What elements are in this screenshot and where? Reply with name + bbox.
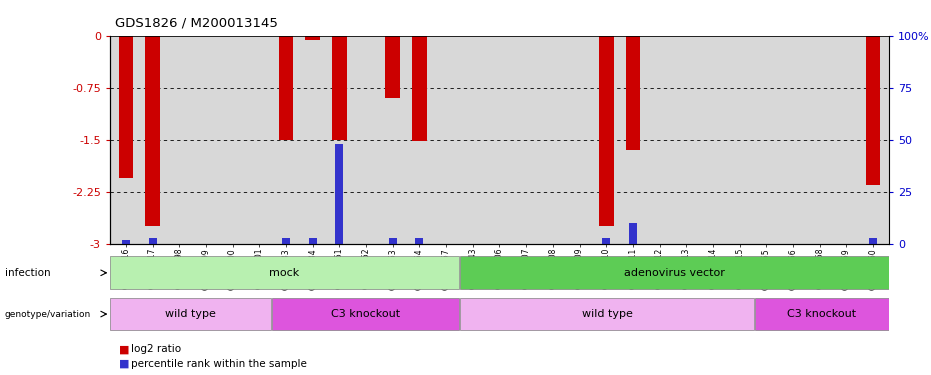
Bar — [869, 237, 877, 244]
Bar — [385, 36, 400, 98]
Bar — [389, 237, 397, 244]
Bar — [305, 36, 320, 40]
Bar — [335, 144, 344, 244]
Bar — [415, 237, 424, 244]
Bar — [149, 237, 156, 244]
Bar — [460, 256, 888, 289]
Bar — [278, 36, 293, 140]
Text: ■: ■ — [119, 359, 129, 369]
Bar — [282, 237, 290, 244]
Bar — [412, 36, 426, 141]
Bar — [111, 256, 459, 289]
Text: C3 knockout: C3 knockout — [331, 309, 399, 319]
Bar — [111, 298, 271, 330]
Text: percentile rank within the sample: percentile rank within the sample — [131, 359, 307, 369]
Text: wild type: wild type — [582, 309, 632, 319]
Bar — [866, 36, 881, 185]
Bar — [626, 36, 641, 150]
Bar — [272, 298, 459, 330]
Text: genotype/variation: genotype/variation — [5, 310, 91, 319]
Text: mock: mock — [269, 268, 300, 278]
Bar — [309, 237, 317, 244]
Text: wild type: wild type — [165, 309, 216, 319]
Bar — [332, 36, 346, 140]
Text: ■: ■ — [119, 345, 129, 354]
Bar — [460, 298, 754, 330]
Bar — [599, 36, 614, 226]
Bar — [628, 223, 637, 244]
Text: infection: infection — [5, 268, 50, 278]
Text: adenovirus vector: adenovirus vector — [624, 268, 724, 278]
Text: GDS1826 / M200013145: GDS1826 / M200013145 — [115, 17, 277, 30]
Bar — [145, 36, 160, 226]
Bar — [602, 237, 610, 244]
Bar — [118, 36, 133, 178]
Bar — [755, 298, 888, 330]
Bar — [122, 240, 130, 244]
Text: log2 ratio: log2 ratio — [131, 345, 182, 354]
Text: C3 knockout: C3 knockout — [788, 309, 857, 319]
